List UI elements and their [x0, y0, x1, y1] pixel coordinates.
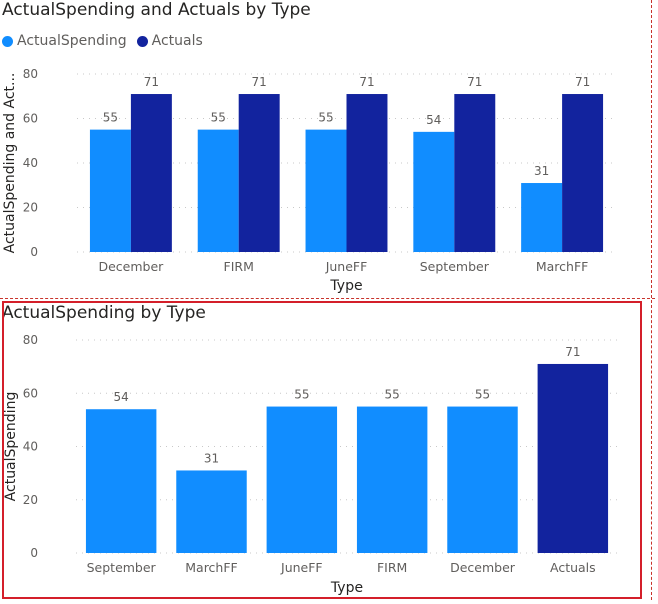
legend-marker-actuals	[136, 35, 148, 47]
bar[interactable]	[176, 470, 247, 553]
y-axis-title: ActualSpending	[3, 392, 19, 502]
data-label: 71	[565, 345, 580, 359]
bar[interactable]	[454, 94, 496, 253]
visual-boundary-vertical	[651, 0, 652, 298]
y-tick-label: 20	[23, 493, 38, 507]
y-tick-label: 0	[30, 245, 38, 259]
bar[interactable]	[562, 94, 604, 253]
y-tick-label: 40	[23, 440, 38, 454]
data-label: 71	[575, 75, 590, 89]
y-tick-label: 80	[23, 333, 38, 347]
x-tick-label: FIRM	[224, 259, 254, 274]
bar[interactable]	[266, 406, 338, 553]
bar[interactable]	[89, 129, 131, 252]
bar[interactable]	[346, 94, 388, 253]
column-chart-visual[interactable]: ActualSpending by Type 0 20 40 60 80 54 Septem…	[0, 300, 658, 604]
x-tick-label: MarchFF	[185, 560, 237, 575]
x-tick-label: Actuals	[550, 560, 596, 575]
chart-plot-area: 0 20 40 60 80 54 September 31 MarchFF 55 JuneFF 55 F…	[3, 333, 618, 596]
visual-boundary-vertical-lower	[651, 300, 652, 600]
bar[interactable]	[197, 129, 239, 252]
y-tick-label: 80	[23, 67, 38, 81]
x-tick-label: JuneFF	[325, 259, 368, 274]
selection-border	[2, 301, 642, 599]
visual-boundary-horizontal	[0, 298, 655, 299]
data-label: 55	[475, 388, 490, 402]
chart-title: ActualSpending by Type	[2, 303, 206, 323]
x-axis-title: Type	[329, 278, 362, 294]
data-label: 55	[318, 111, 333, 125]
y-tick-label: 60	[23, 112, 38, 126]
legend-label: Actuals	[151, 33, 203, 49]
legend-item-actuals[interactable]: Actuals	[136, 33, 203, 49]
legend-item-actualspending[interactable]: ActualSpending	[2, 33, 127, 49]
data-label: 54	[426, 113, 441, 127]
bar[interactable]	[413, 131, 455, 252]
bar[interactable]	[238, 94, 280, 253]
x-axis-title: Type	[330, 580, 363, 596]
data-label: 55	[294, 388, 309, 402]
data-label: 71	[359, 75, 374, 89]
y-tick-label: 60	[23, 386, 38, 400]
y-tick-label: 20	[23, 201, 38, 215]
data-label: 71	[144, 75, 159, 89]
bar[interactable]	[85, 409, 157, 553]
bar[interactable]	[130, 94, 172, 253]
legend-marker-actualspending	[2, 35, 13, 47]
bar[interactable]	[356, 406, 428, 553]
data-label: 31	[204, 451, 219, 465]
legend-label: ActualSpending	[17, 33, 127, 49]
data-label: 31	[534, 164, 549, 178]
data-label: 71	[252, 75, 267, 89]
data-label: 55	[103, 111, 118, 125]
chart-plot-area: 0 20 40 60 80 55 71 December 55 71 FIRM 55 71 JuneFF 5…	[2, 67, 616, 294]
x-tick-label: December	[98, 259, 164, 274]
x-tick-label: September	[87, 560, 157, 575]
data-label: 55	[211, 111, 226, 125]
x-tick-label: December	[450, 560, 516, 575]
x-tick-label: FIRM	[377, 560, 407, 575]
x-tick-label: MarchFF	[536, 259, 588, 274]
clustered-column-chart-visual[interactable]: ActualSpending and Actuals by Type Actua…	[0, 0, 658, 298]
y-axis-title: ActualSpending and Act...	[2, 73, 18, 254]
bar[interactable]	[447, 406, 518, 553]
chart-title: ActualSpending and Actuals by Type	[2, 0, 311, 20]
x-tick-label: JuneFF	[280, 560, 323, 575]
bar[interactable]	[305, 129, 347, 252]
x-tick-label: September	[420, 259, 490, 274]
y-tick-label: 40	[23, 156, 38, 170]
data-label: 54	[114, 390, 129, 404]
bar[interactable]	[521, 183, 563, 252]
bar[interactable]	[537, 363, 609, 553]
data-label: 55	[385, 388, 400, 402]
chart-legend: ActualSpending Actuals	[2, 33, 207, 49]
y-tick-label: 0	[30, 546, 38, 560]
data-label: 71	[467, 75, 482, 89]
